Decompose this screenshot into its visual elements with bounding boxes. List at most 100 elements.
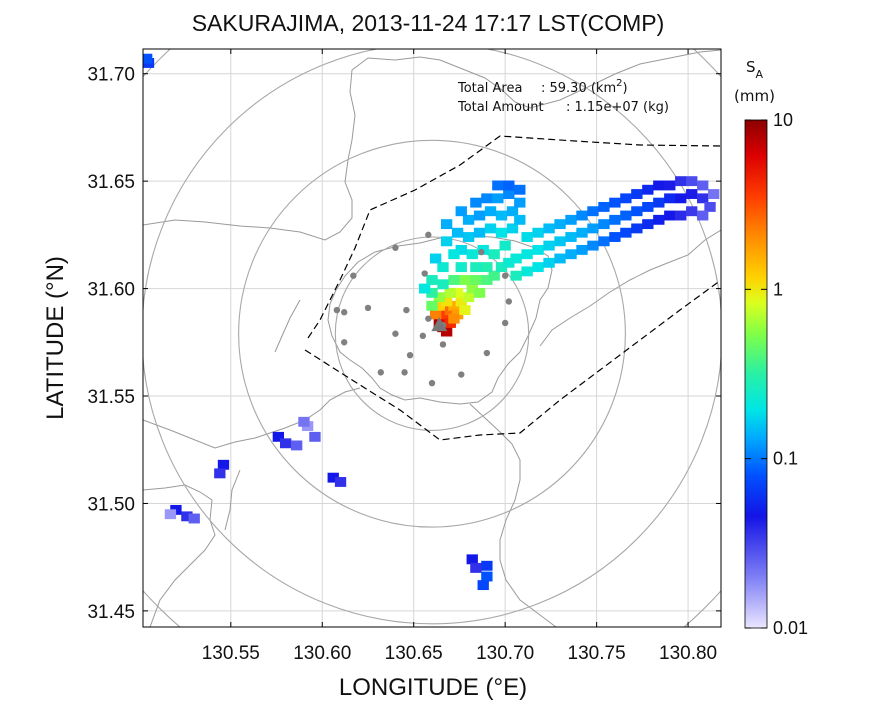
y-tick-label: 31.65 [87,172,135,193]
deposit-cell [506,223,519,234]
deposit-cell [470,197,482,208]
deposit-cell [664,193,676,204]
deposit-cell [642,201,654,212]
map-plot-area [143,49,721,627]
deposit-cell [473,287,486,298]
y-axis-label: LATITUDE (°N) [42,256,69,420]
colorbar-title-main: S [746,58,756,76]
station-dot [501,319,509,327]
x-axis-label: LONGITUDE (°E) [339,674,527,701]
coastline-west [143,387,361,449]
total-area-close: ) [623,81,628,96]
coastline-north [143,49,721,241]
y-tick-label: 31.60 [87,280,135,301]
y-tick-label: 31.45 [87,602,135,623]
deposit-cell [492,180,504,191]
deposit-cell [143,53,153,64]
deposit-cell [503,189,515,199]
x-axis-ticks: 130.55 130.60 130.65 130.70 130.75 130.80 [202,49,717,664]
info-annotation: Total Area : 59.30 (km2) Total Amount : … [457,78,669,115]
deposit-cell [554,253,566,264]
y-tick-label: 31.70 [87,65,135,86]
deposit-cell [503,257,515,268]
deposit-cell [587,223,599,234]
deposit-cell [448,300,460,311]
station-dot [350,272,357,279]
station-dot [478,248,485,256]
station-dot [401,369,408,376]
x-tick-label: 130.60 [293,643,351,664]
deposit-cell [448,249,460,260]
coastline-southwest [224,469,241,531]
deposit-cell [470,275,482,285]
deposit-cell [598,219,610,230]
deposit-cell [587,206,599,217]
deposit-cell [554,236,566,247]
colorbar-tick-label: 0.1 [773,449,798,469]
deposit-cell [466,554,478,565]
station-dot [392,330,399,337]
range-circles [143,49,721,627]
deposit-cell [214,468,226,479]
deposit-cell [272,431,285,442]
deposit-cell [495,227,508,238]
deposit-cell [642,219,654,230]
range-circle [334,236,530,431]
deposit-cell [470,562,482,573]
station-dot [392,244,399,251]
deposit-cell [488,270,500,281]
deposit-cell [697,210,709,221]
deposit-cell [686,189,698,199]
x-tick-label: 130.65 [385,643,443,664]
deposit-cell [521,266,533,277]
total-area-value: : 59.30 (km [541,81,616,96]
deposit-cell [576,244,588,255]
deposit-cell [697,180,709,191]
total-area-label: Total Area [457,81,522,96]
colorbar-tick-label: 1 [773,279,783,299]
station-dot [419,332,427,340]
x-tick-label: 130.75 [568,643,626,664]
total-amount-value: : 1.15e+07 (kg) [566,100,669,115]
colorbar: SA (mm) 0.01 0.1 1 10 [734,58,808,638]
colorbar-ticks: 0.01 0.1 1 10 [745,110,808,638]
deposit-cell [697,193,709,204]
deposit-cell [488,249,500,260]
deposit-cell [448,275,460,285]
deposit-cell [653,180,665,191]
deposit-cell [708,189,720,199]
deposit-cell [440,296,453,307]
deposit-cell [492,193,504,204]
deposit-cell [532,244,544,255]
coastline-port [143,484,216,627]
deposit-cell [451,227,464,238]
deposit-cell [473,227,486,238]
deposit-cell [543,257,555,268]
deposit-cell [675,176,687,187]
deposit-cell [506,206,519,217]
coastline-sakurajima [327,235,553,405]
vent-marker [431,317,448,332]
deposit-cell [620,227,632,238]
deposit-cell [484,206,497,217]
deposit-cell [433,292,445,303]
deposit-cell [510,270,522,281]
deposit-cell [481,262,493,273]
deposit-cell [495,262,508,273]
coastline-northwest [274,299,301,353]
deposit-cell [188,513,200,524]
deposit-cell [437,279,449,290]
plot-frame [142,48,722,628]
deposit-cell [419,283,431,294]
deposit-cell [437,262,449,273]
deposit-cell [653,214,665,225]
deposit-cell [675,210,687,221]
gridlines [143,49,721,627]
deposit-cell [433,300,445,311]
colorbar-gradient [744,119,768,629]
deposit-cell [455,244,467,255]
deposit-cell [309,431,321,442]
deposit-cell [426,287,438,298]
deposit-cell [514,214,526,225]
